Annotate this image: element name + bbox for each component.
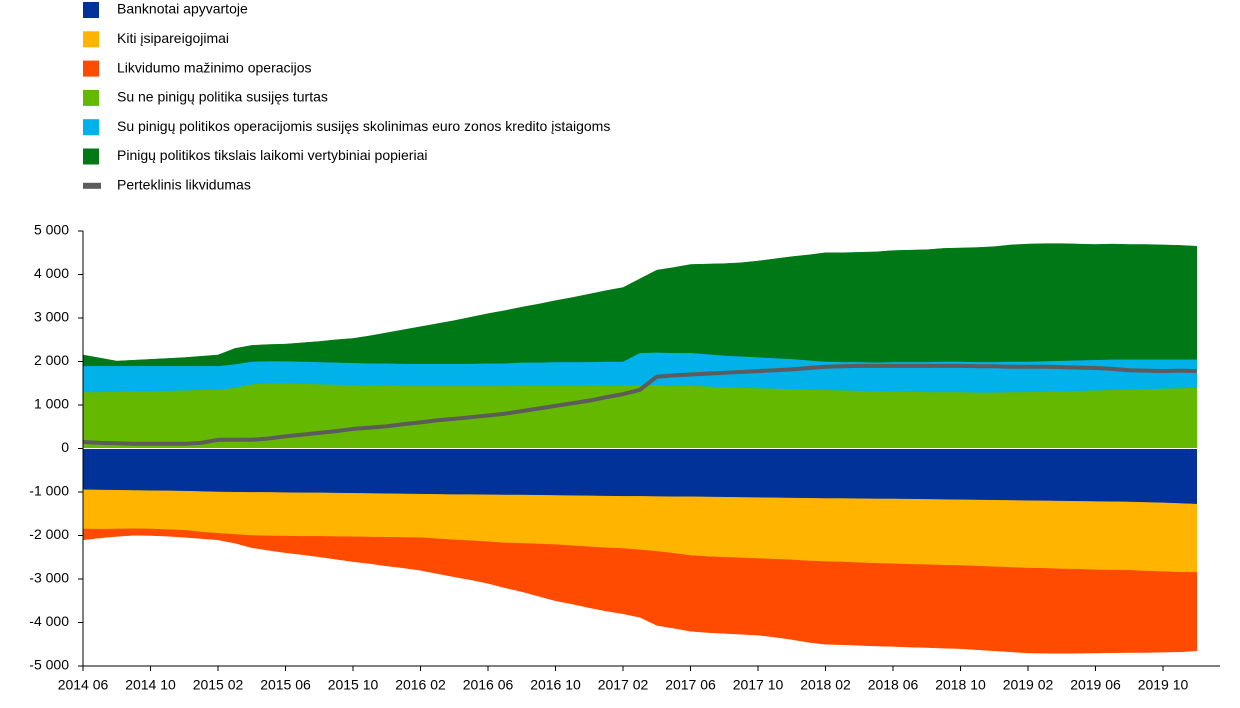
x-tick-label: 2015 06 <box>260 677 311 693</box>
legend-swatch <box>83 119 99 136</box>
legend-label: Su pinigų politikos operacijomis susijęs… <box>117 118 610 134</box>
legend-label: Likvidumo mažinimo operacijos <box>117 59 312 75</box>
y-tick-label: 4 000 <box>34 265 69 281</box>
x-tick-label: 2016 02 <box>395 677 446 693</box>
legend-swatch <box>83 89 99 106</box>
x-tick-label: 2017 06 <box>665 677 716 693</box>
legend-label: Su ne pinigų politika susijęs turtas <box>117 89 328 105</box>
legend-label: Banknotai apyvartoje <box>117 1 248 17</box>
line <box>82 363 1197 446</box>
x-tick-label: 2014 06 <box>58 677 109 693</box>
y-tick-label: -4 000 <box>29 613 69 629</box>
x-tick-label: 2016 10 <box>530 677 581 693</box>
x-tick-label: 2017 02 <box>598 677 649 693</box>
x-tick-label: 2019 02 <box>1003 677 1054 693</box>
y-tick-label: 2 000 <box>34 352 69 368</box>
y-tick-label: 0 <box>61 439 69 455</box>
x-tick-label: 2016 06 <box>463 677 514 693</box>
legend-swatch <box>83 31 99 48</box>
x-tick-label: 2015 10 <box>328 677 379 693</box>
legend-swatch <box>83 148 99 165</box>
y-tick-label: -1 000 <box>29 483 69 499</box>
y-tick-label: 3 000 <box>34 309 69 325</box>
x-tick-label: 2018 06 <box>868 677 919 693</box>
x-tick-label: 2014 10 <box>125 677 176 693</box>
legend-label: Kiti įsipareigojimai <box>117 30 229 46</box>
y-tick-label: -5 000 <box>29 657 69 673</box>
x-tick-label: 2018 02 <box>800 677 851 693</box>
area <box>82 528 1197 654</box>
y-tick-label: 1 000 <box>34 396 69 412</box>
x-tick-label: 2019 06 <box>1070 677 1121 693</box>
x-tick-label: 2018 10 <box>935 677 986 693</box>
legend-swatch <box>83 2 99 18</box>
y-tick-label: 5 000 <box>34 222 69 238</box>
x-tick-label: 2019 10 <box>1138 677 1189 693</box>
legend-swatch <box>83 182 101 189</box>
y-tick-label: -3 000 <box>29 570 69 586</box>
legend-label: Pinigų politikos tikslais laikomi vertyb… <box>117 147 427 163</box>
y-tick-label: -2 000 <box>29 526 69 542</box>
legend-swatch <box>83 60 99 77</box>
x-tick-label: 2015 02 <box>193 677 244 693</box>
legend-label: Perteklinis likvidumas <box>117 177 251 193</box>
x-tick-label: 2017 10 <box>733 677 784 693</box>
area <box>82 243 1197 367</box>
